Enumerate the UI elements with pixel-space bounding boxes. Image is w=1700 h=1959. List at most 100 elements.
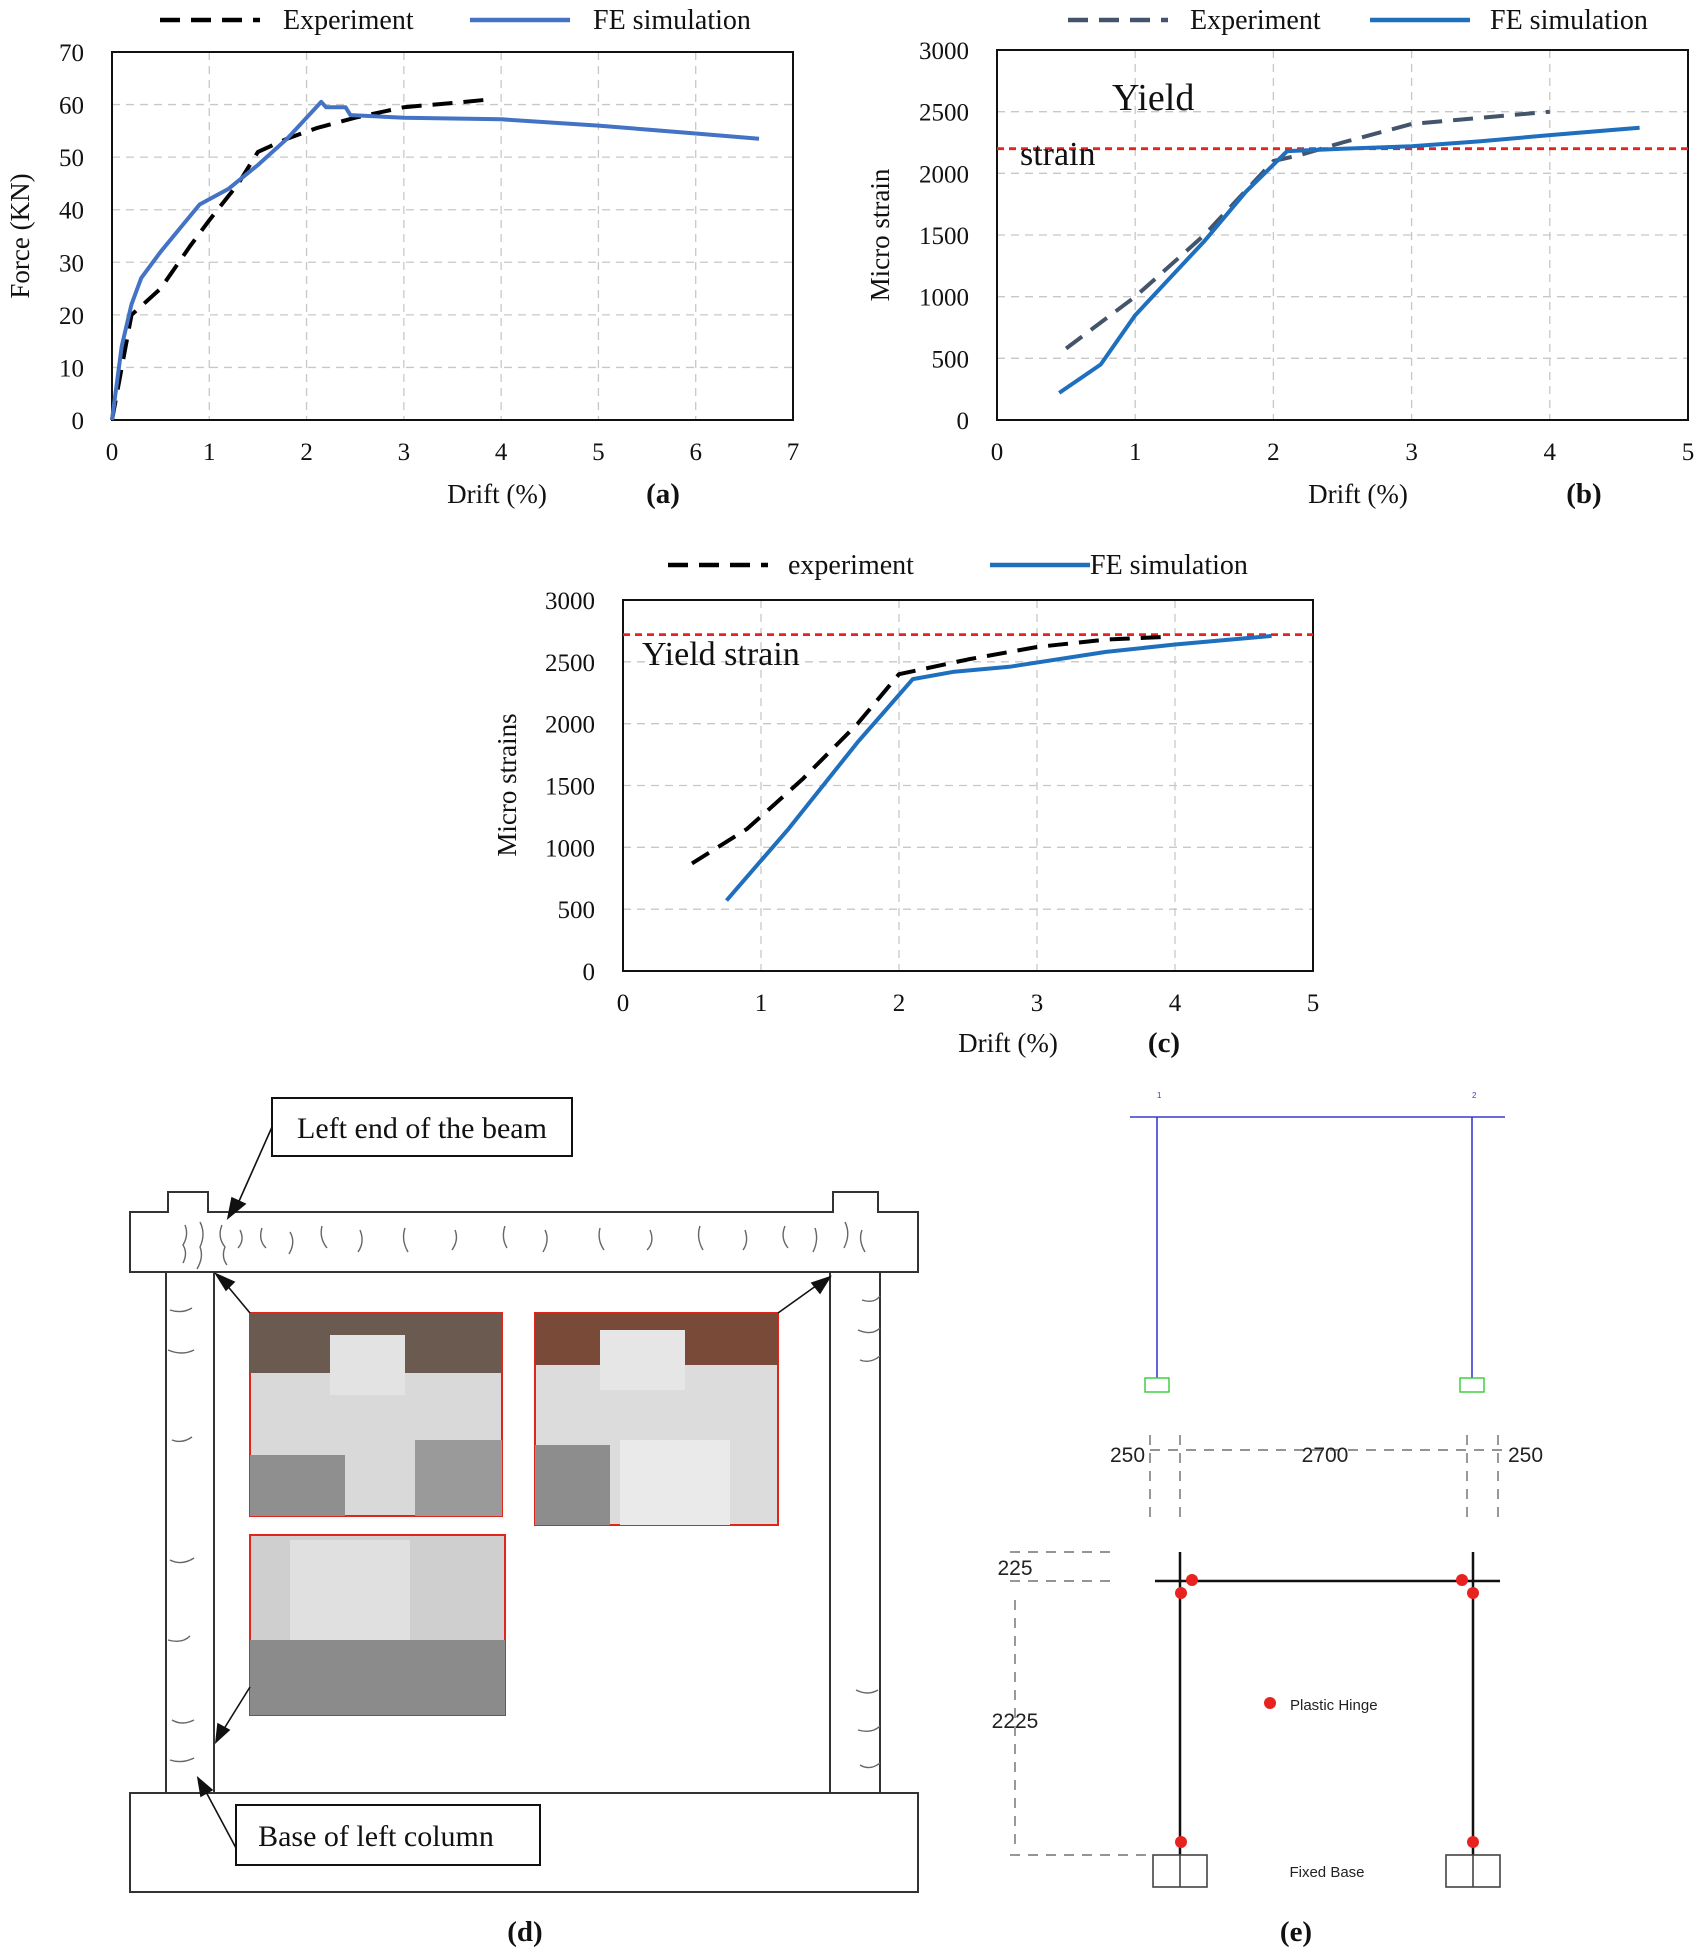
dim-height: 2225 — [992, 1710, 1039, 1733]
dim-mid: 2700 — [1302, 1444, 1349, 1467]
legend-entry: FE simulation — [1090, 550, 1248, 581]
x-tick-label: 4 — [1169, 990, 1182, 1017]
fixed-bases — [1152, 1854, 1501, 1888]
callout-arrows — [196, 1126, 832, 1849]
node-label-2: 2 — [1472, 1091, 1477, 1100]
chart-c: 0 1 2 3 4 5 0 500 1000 1500 2000 2500 3000 Drift (%) M… — [492, 550, 1319, 1059]
x-tick-label: 7 — [787, 439, 800, 466]
panel-label-e: (e) — [1280, 1916, 1312, 1948]
crack-photo-2 — [534, 1312, 779, 1526]
y-tick-label: 2500 — [919, 100, 969, 127]
chart-b: 0 1 2 3 4 5 0 500 1000 1500 2000 2500 3000 Drift (%) M… — [865, 5, 1694, 510]
dim-top: 225 — [997, 1557, 1032, 1580]
yield-strain-label: Yield — [1112, 77, 1194, 119]
legend-entry: Experiment — [283, 5, 414, 36]
legend-entry: FE simulation — [1490, 5, 1648, 36]
x-tick-label: 3 — [398, 439, 411, 466]
callout-bottom-text: Base of left column — [258, 1820, 494, 1853]
x-tick-label: 1 — [203, 439, 216, 466]
x-tick-label: 4 — [1544, 439, 1557, 466]
dimension-lines — [1010, 1435, 1510, 1856]
x-tick-label: 1 — [1129, 439, 1142, 466]
series-line-experiment — [1064, 109, 1550, 351]
plot-frame — [111, 51, 794, 421]
panel-label-d: (d) — [507, 1916, 542, 1948]
x-tick-label: 2 — [1267, 439, 1280, 466]
plastic-hinges — [1175, 1574, 1479, 1848]
y-tick-label: 10 — [59, 355, 84, 382]
x-tick-label: 0 — [617, 990, 630, 1017]
y-tick-label: 2500 — [545, 650, 595, 677]
crack-marks — [167, 1221, 881, 1769]
x-tick-label: 5 — [592, 439, 605, 466]
callout-box-bottom — [235, 1804, 541, 1866]
y-axis-label: Micro strain — [865, 168, 895, 301]
series-line-experiment — [690, 635, 1162, 866]
y-tick-label: 0 — [583, 959, 596, 986]
support-left-green — [1144, 1377, 1170, 1393]
y-tick-label: 40 — [59, 198, 84, 225]
y-tick-label: 2000 — [919, 161, 969, 188]
frame-model — [1155, 1552, 1500, 1865]
x-tick-label: 0 — [106, 439, 119, 466]
legend-entry: FE simulation — [593, 5, 751, 36]
panel-label: (b) — [1566, 478, 1601, 510]
y-tick-label: 1000 — [545, 835, 595, 862]
dim-left: 250 — [1110, 1444, 1145, 1467]
x-tick-label: 1 — [755, 990, 768, 1017]
y-tick-label: 3000 — [919, 38, 969, 65]
series-line-fe-simulation — [1058, 125, 1640, 395]
y-tick-label: 0 — [957, 408, 970, 435]
x-tick-label: 5 — [1682, 439, 1695, 466]
y-tick-label: 1000 — [919, 285, 969, 312]
y-axis-label: Force (KN) — [5, 173, 35, 298]
y-tick-label: 500 — [932, 346, 970, 373]
x-tick-label: 6 — [689, 439, 702, 466]
series-line-fe-simulation — [110, 99, 760, 421]
y-tick-label: 70 — [59, 40, 84, 67]
x-tick-label: 3 — [1405, 439, 1418, 466]
node-label-1: 1 — [1157, 1091, 1162, 1100]
panel-label: (c) — [1148, 1027, 1180, 1059]
x-axis-label: Drift (%) — [958, 1028, 1058, 1058]
x-tick-label: 3 — [1031, 990, 1044, 1017]
legend-entry: experiment — [788, 550, 914, 581]
support-right-green — [1459, 1377, 1485, 1393]
y-tick-label: 3000 — [545, 588, 595, 615]
y-tick-label: 20 — [59, 303, 84, 330]
series-line-fe-simulation — [724, 633, 1272, 902]
label-fixed-base: Fixed Base — [1289, 1864, 1364, 1881]
x-tick-label: 5 — [1307, 990, 1320, 1017]
frame-crack-diagram: Left end of the beam Base of left column… — [129, 1097, 919, 1948]
panel-label: (a) — [646, 478, 680, 510]
legend-entry: Experiment — [1190, 5, 1321, 36]
plot-frame — [996, 49, 1689, 421]
y-tick-label: 2000 — [545, 712, 595, 739]
y-axis-label: Micro strains — [492, 713, 522, 856]
x-tick-label: 2 — [893, 990, 906, 1017]
x-tick-label: 4 — [495, 439, 508, 466]
crack-photo-1 — [249, 1312, 503, 1517]
y-tick-label: 500 — [558, 897, 596, 924]
y-tick-label: 1500 — [545, 774, 595, 801]
y-tick-label: 60 — [59, 93, 84, 120]
yield-strain-label: strain — [1020, 136, 1096, 173]
callout-top-text: Left end of the beam — [297, 1112, 547, 1145]
y-tick-label: 0 — [72, 408, 85, 435]
fe-model-wireframe — [1130, 1116, 1505, 1378]
crack-photo-3 — [249, 1534, 506, 1716]
legend-plastic-hinge: Plastic Hinge — [1290, 1697, 1378, 1714]
y-tick-label: 1500 — [919, 223, 969, 250]
y-tick-label: 30 — [59, 250, 84, 277]
series-line-experiment — [110, 97, 492, 421]
x-axis-label: Drift (%) — [1308, 479, 1408, 509]
y-tick-label: 50 — [59, 145, 84, 172]
yield-strain-label: Yield strain — [642, 636, 800, 673]
x-axis-label: Drift (%) — [447, 479, 547, 509]
plot-frame — [622, 599, 1314, 972]
dim-right: 250 — [1508, 1444, 1543, 1467]
x-tick-label: 2 — [300, 439, 313, 466]
structural-model-diagram: 1 2 250 2700 250 225 2225 — [992, 1091, 1543, 1948]
